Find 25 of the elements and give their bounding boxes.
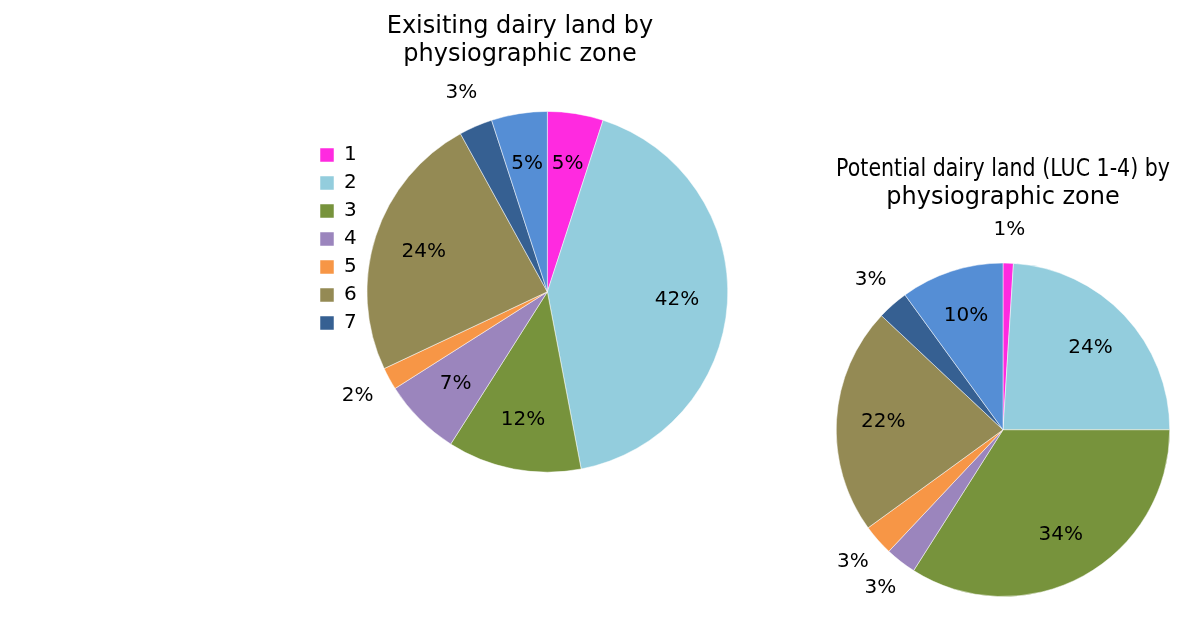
legend-label: 3 [344,197,357,222]
data-label: 10% [943,301,989,326]
data-label: 34% [1038,521,1084,546]
legend-label: 6 [344,281,357,306]
data-label: 7% [439,369,472,394]
data-label: 5% [551,149,584,174]
data-label: 1% [993,216,1026,240]
data-label: 42% [654,286,700,311]
data-label: 22% [860,408,906,433]
legend-label: 7 [344,309,357,334]
chart-title: Potential dairy land (LUC 1-4) by physiographic zone [836,153,1170,211]
data-label: 3% [837,548,869,573]
legend-label: 5 [344,253,357,278]
data-label: 2% [341,382,374,407]
legend-label: 4 [344,225,357,250]
legend-label: 2 [344,169,357,194]
legend-label: 1 [344,141,357,166]
data-label: 24% [401,237,447,262]
data-label: 3% [854,265,887,290]
chart-title: Exisiting dairy land by physiographic zone [386,10,654,68]
data-label: 5% [511,149,543,174]
data-label: 3% [864,574,897,599]
data-label: 12% [500,405,546,430]
data-label: 3% [445,79,478,104]
data-label: 24% [1068,333,1113,358]
